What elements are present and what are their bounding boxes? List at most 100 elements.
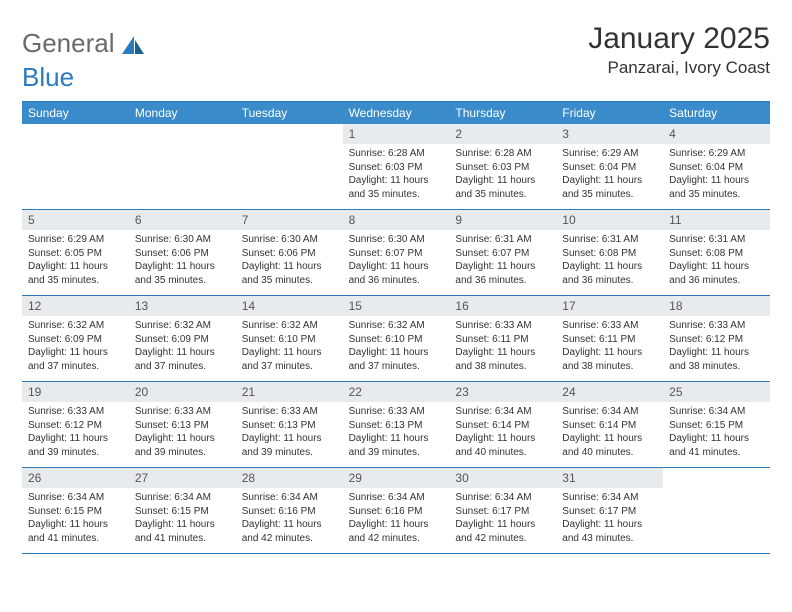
day-number: 26 — [22, 468, 129, 488]
calendar-day-cell: 11Sunrise: 6:31 AMSunset: 6:08 PMDayligh… — [663, 210, 770, 296]
weekday-header: Wednesday — [343, 102, 450, 124]
daylight-line: Daylight: 11 hours and 35 minutes. — [135, 260, 230, 287]
sunrise-line: Sunrise: 6:33 AM — [28, 405, 123, 419]
sunset-line: Sunset: 6:17 PM — [562, 505, 657, 519]
day-number: 20 — [129, 382, 236, 402]
calendar-day-cell: 2Sunrise: 6:28 AMSunset: 6:03 PMDaylight… — [449, 124, 556, 210]
daylight-line: Daylight: 11 hours and 35 minutes. — [242, 260, 337, 287]
sunset-line: Sunset: 6:15 PM — [28, 505, 123, 519]
day-body: Sunrise: 6:34 AMSunset: 6:15 PMDaylight:… — [663, 402, 770, 462]
day-body: Sunrise: 6:34 AMSunset: 6:16 PMDaylight:… — [343, 488, 450, 548]
calendar-day-cell: 12Sunrise: 6:32 AMSunset: 6:09 PMDayligh… — [22, 296, 129, 382]
sunrise-line: Sunrise: 6:29 AM — [28, 233, 123, 247]
day-number: 18 — [663, 296, 770, 316]
day-number: 14 — [236, 296, 343, 316]
calendar-day-cell: 19Sunrise: 6:33 AMSunset: 6:12 PMDayligh… — [22, 382, 129, 468]
sunrise-line: Sunrise: 6:28 AM — [349, 147, 444, 161]
calendar-day-cell: 25Sunrise: 6:34 AMSunset: 6:15 PMDayligh… — [663, 382, 770, 468]
sunrise-line: Sunrise: 6:32 AM — [135, 319, 230, 333]
day-number: 27 — [129, 468, 236, 488]
daylight-line: Daylight: 11 hours and 41 minutes. — [28, 518, 123, 545]
sunset-line: Sunset: 6:11 PM — [455, 333, 550, 347]
sunset-line: Sunset: 6:03 PM — [455, 161, 550, 175]
calendar-day-cell: 15Sunrise: 6:32 AMSunset: 6:10 PMDayligh… — [343, 296, 450, 382]
day-number: 19 — [22, 382, 129, 402]
sunset-line: Sunset: 6:09 PM — [28, 333, 123, 347]
day-number: 9 — [449, 210, 556, 230]
day-body: Sunrise: 6:34 AMSunset: 6:14 PMDaylight:… — [556, 402, 663, 462]
sunset-line: Sunset: 6:04 PM — [562, 161, 657, 175]
logo: General — [22, 22, 148, 59]
sunrise-line: Sunrise: 6:34 AM — [455, 491, 550, 505]
day-body: Sunrise: 6:33 AMSunset: 6:13 PMDaylight:… — [129, 402, 236, 462]
calendar-day-cell: 28Sunrise: 6:34 AMSunset: 6:16 PMDayligh… — [236, 468, 343, 554]
day-body: Sunrise: 6:31 AMSunset: 6:08 PMDaylight:… — [663, 230, 770, 290]
day-number: 2 — [449, 124, 556, 144]
daylight-line: Daylight: 11 hours and 42 minutes. — [349, 518, 444, 545]
calendar-day-cell: 3Sunrise: 6:29 AMSunset: 6:04 PMDaylight… — [556, 124, 663, 210]
weekday-header: Friday — [556, 102, 663, 124]
sunset-line: Sunset: 6:11 PM — [562, 333, 657, 347]
day-body: Sunrise: 6:32 AMSunset: 6:09 PMDaylight:… — [22, 316, 129, 376]
daylight-line: Daylight: 11 hours and 37 minutes. — [28, 346, 123, 373]
daylight-line: Daylight: 11 hours and 38 minutes. — [455, 346, 550, 373]
day-number: 16 — [449, 296, 556, 316]
weekday-header: Monday — [129, 102, 236, 124]
daylight-line: Daylight: 11 hours and 36 minutes. — [349, 260, 444, 287]
sunset-line: Sunset: 6:15 PM — [135, 505, 230, 519]
sunrise-line: Sunrise: 6:31 AM — [562, 233, 657, 247]
day-number: 25 — [663, 382, 770, 402]
calendar-day-cell: 1Sunrise: 6:28 AMSunset: 6:03 PMDaylight… — [343, 124, 450, 210]
daylight-line: Daylight: 11 hours and 35 minutes. — [669, 174, 764, 201]
sunrise-line: Sunrise: 6:34 AM — [455, 405, 550, 419]
day-body: Sunrise: 6:33 AMSunset: 6:11 PMDaylight:… — [449, 316, 556, 376]
sunset-line: Sunset: 6:16 PM — [349, 505, 444, 519]
sunset-line: Sunset: 6:17 PM — [455, 505, 550, 519]
sunrise-line: Sunrise: 6:34 AM — [349, 491, 444, 505]
day-body: Sunrise: 6:29 AMSunset: 6:05 PMDaylight:… — [22, 230, 129, 290]
calendar-day-cell: 20Sunrise: 6:33 AMSunset: 6:13 PMDayligh… — [129, 382, 236, 468]
daylight-line: Daylight: 11 hours and 36 minutes. — [669, 260, 764, 287]
sunrise-line: Sunrise: 6:33 AM — [242, 405, 337, 419]
calendar-day-cell: 6Sunrise: 6:30 AMSunset: 6:06 PMDaylight… — [129, 210, 236, 296]
daylight-line: Daylight: 11 hours and 36 minutes. — [562, 260, 657, 287]
weekday-header: Saturday — [663, 102, 770, 124]
sunrise-line: Sunrise: 6:34 AM — [135, 491, 230, 505]
day-body: Sunrise: 6:32 AMSunset: 6:10 PMDaylight:… — [343, 316, 450, 376]
day-number: 31 — [556, 468, 663, 488]
day-number: 21 — [236, 382, 343, 402]
sunset-line: Sunset: 6:12 PM — [28, 419, 123, 433]
sunrise-line: Sunrise: 6:33 AM — [349, 405, 444, 419]
day-body: Sunrise: 6:28 AMSunset: 6:03 PMDaylight:… — [449, 144, 556, 204]
daylight-line: Daylight: 11 hours and 38 minutes. — [669, 346, 764, 373]
day-number: 7 — [236, 210, 343, 230]
calendar-day-cell: 26Sunrise: 6:34 AMSunset: 6:15 PMDayligh… — [22, 468, 129, 554]
sunrise-line: Sunrise: 6:34 AM — [669, 405, 764, 419]
calendar-day-cell: 24Sunrise: 6:34 AMSunset: 6:14 PMDayligh… — [556, 382, 663, 468]
sunset-line: Sunset: 6:16 PM — [242, 505, 337, 519]
day-body: Sunrise: 6:32 AMSunset: 6:10 PMDaylight:… — [236, 316, 343, 376]
weekday-header: Sunday — [22, 102, 129, 124]
sunrise-line: Sunrise: 6:34 AM — [562, 491, 657, 505]
day-body: Sunrise: 6:34 AMSunset: 6:15 PMDaylight:… — [22, 488, 129, 548]
sunset-line: Sunset: 6:07 PM — [349, 247, 444, 261]
daylight-line: Daylight: 11 hours and 35 minutes. — [455, 174, 550, 201]
sunrise-line: Sunrise: 6:34 AM — [28, 491, 123, 505]
daylight-line: Daylight: 11 hours and 43 minutes. — [562, 518, 657, 545]
sunrise-line: Sunrise: 6:34 AM — [562, 405, 657, 419]
day-body: Sunrise: 6:32 AMSunset: 6:09 PMDaylight:… — [129, 316, 236, 376]
day-body: Sunrise: 6:34 AMSunset: 6:14 PMDaylight:… — [449, 402, 556, 462]
sunrise-line: Sunrise: 6:34 AM — [242, 491, 337, 505]
calendar-day-cell: 10Sunrise: 6:31 AMSunset: 6:08 PMDayligh… — [556, 210, 663, 296]
daylight-line: Daylight: 11 hours and 42 minutes. — [455, 518, 550, 545]
day-number: 12 — [22, 296, 129, 316]
day-body: Sunrise: 6:30 AMSunset: 6:07 PMDaylight:… — [343, 230, 450, 290]
day-body: Sunrise: 6:33 AMSunset: 6:12 PMDaylight:… — [22, 402, 129, 462]
sunset-line: Sunset: 6:12 PM — [669, 333, 764, 347]
day-body: Sunrise: 6:29 AMSunset: 6:04 PMDaylight:… — [663, 144, 770, 204]
weekday-header: Tuesday — [236, 102, 343, 124]
day-body: Sunrise: 6:33 AMSunset: 6:12 PMDaylight:… — [663, 316, 770, 376]
day-number: 1 — [343, 124, 450, 144]
calendar-empty-cell — [22, 124, 129, 210]
daylight-line: Daylight: 11 hours and 37 minutes. — [349, 346, 444, 373]
